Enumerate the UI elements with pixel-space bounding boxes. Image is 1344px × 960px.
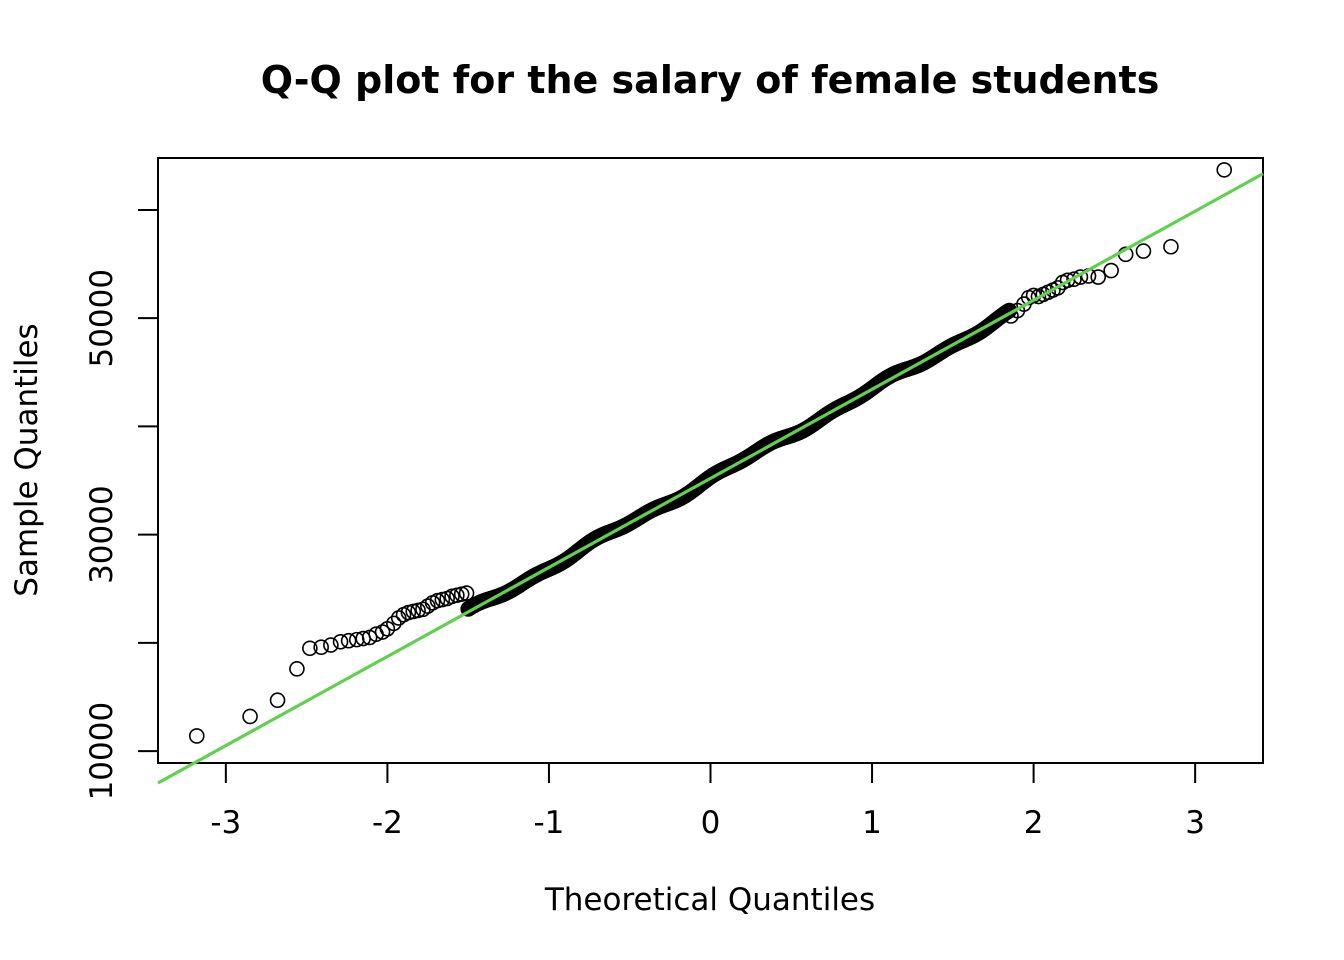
reference-line xyxy=(157,172,1264,785)
data-point xyxy=(386,615,402,632)
data-point xyxy=(1216,162,1233,178)
data-point xyxy=(269,692,286,709)
x-axis: -3 -2 -1 0 1 2 3 xyxy=(210,763,1205,841)
data-point xyxy=(458,585,475,601)
y-axis: 10000 30000 50000 xyxy=(84,208,158,801)
data-points xyxy=(188,162,1233,744)
data-point xyxy=(1066,271,1082,288)
data-point xyxy=(242,708,258,725)
data-point xyxy=(340,632,357,649)
plot-frame xyxy=(157,157,1264,764)
data-point xyxy=(390,610,407,626)
data-point xyxy=(1163,238,1179,255)
plot-area xyxy=(157,157,1264,785)
chart-title: Q-Q plot for the salary of female studen… xyxy=(261,58,1160,102)
x-tick-label: 2 xyxy=(1024,805,1044,841)
y-tick-label: 30000 xyxy=(84,485,120,584)
data-point xyxy=(302,640,318,657)
data-point xyxy=(332,633,349,650)
data-point xyxy=(1103,262,1119,279)
data-point xyxy=(323,637,339,653)
data-point xyxy=(374,624,391,640)
y-tick-label: 10000 xyxy=(84,702,120,801)
data-point xyxy=(188,728,205,744)
x-tick-label: 3 xyxy=(1185,805,1205,841)
x-tick-label: -1 xyxy=(533,805,564,841)
data-point xyxy=(289,661,305,677)
x-tick-label: 1 xyxy=(862,805,882,841)
data-point xyxy=(1135,243,1152,259)
y-axis-label: Sample Quantiles xyxy=(9,323,45,596)
data-point xyxy=(1090,269,1107,285)
x-tick-label: -3 xyxy=(210,805,241,841)
x-axis-label: Theoretical Quantiles xyxy=(544,882,875,918)
data-point xyxy=(313,639,329,655)
y-tick-label: 50000 xyxy=(84,269,120,368)
x-tick-label: 0 xyxy=(701,805,721,841)
x-tick-label: -2 xyxy=(372,805,403,841)
data-point xyxy=(1050,280,1066,296)
data-point xyxy=(419,598,436,614)
